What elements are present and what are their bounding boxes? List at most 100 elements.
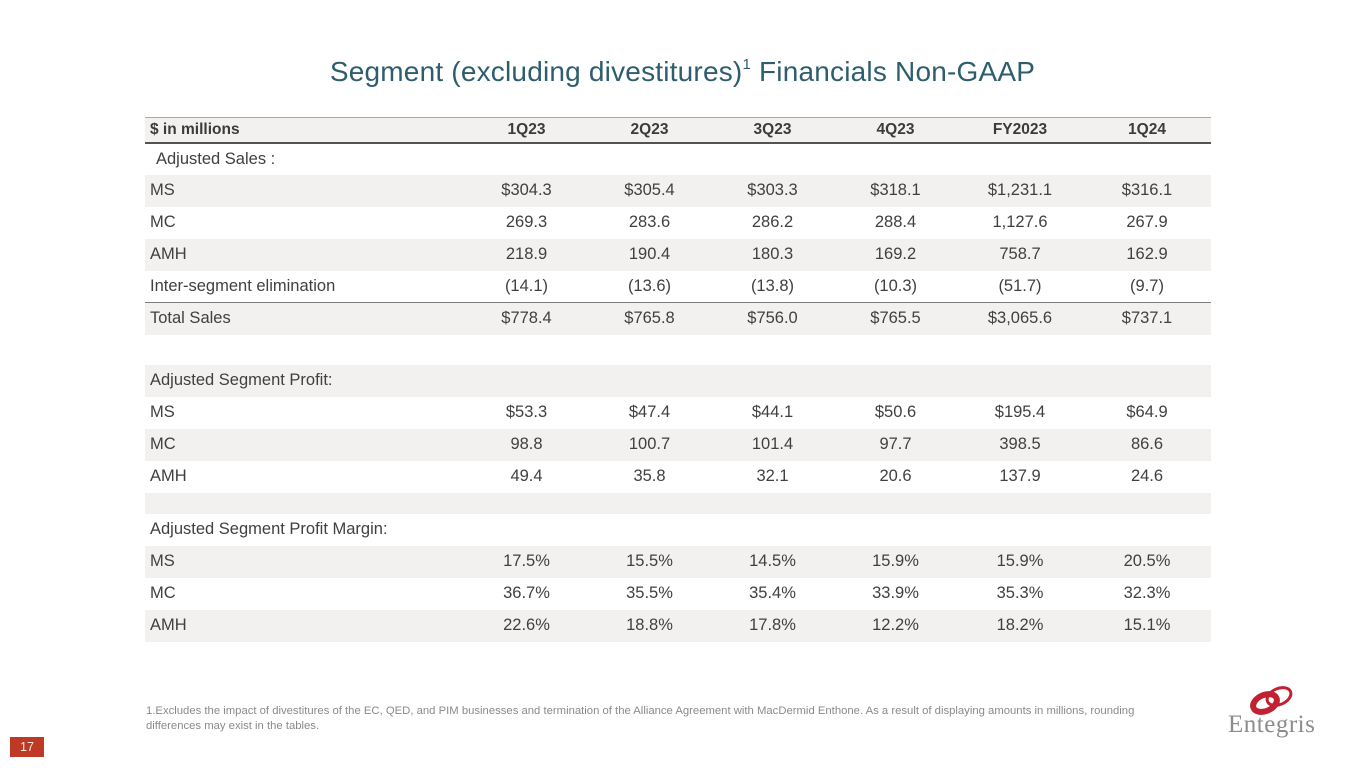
section-label: Adjusted Segment Profit Margin: — [150, 520, 388, 538]
cell-value: 35.4% — [749, 584, 796, 602]
cell-value: 283.6 — [628, 213, 671, 231]
footnote: 1.Excludes the impact of divestitures of… — [146, 705, 1135, 733]
row-label: MS — [150, 181, 175, 199]
cell-value: 15.9% — [872, 552, 919, 570]
cell-value: 35.8 — [633, 467, 666, 485]
cell-value: $303.3 — [747, 181, 798, 199]
unit-label: $ in millions — [150, 120, 240, 138]
cell-value: (10.3) — [873, 276, 918, 295]
cell-value: 97.7 — [879, 435, 912, 453]
title-tail: Financials Non-GAAP — [759, 56, 1036, 87]
cell-value: 36.7% — [503, 584, 550, 602]
page-title: Segment (excluding divestitures)1 Financi… — [0, 56, 1365, 88]
cell-value: 1,127.6 — [992, 213, 1048, 231]
column-header-1q24: 1Q24 — [1128, 120, 1166, 138]
cell-value: $318.1 — [870, 181, 921, 199]
title-main: Segment (excluding divestitures) — [329, 56, 743, 87]
row-label: MC — [150, 435, 176, 453]
table-header-row: $ in millions 1Q23 2Q23 3Q23 4Q23 FY2023… — [145, 117, 1211, 143]
row-label: MS — [150, 552, 175, 570]
cell-value: 20.5% — [1123, 552, 1171, 570]
cell-value: (51.7) — [998, 276, 1042, 295]
table-row-total-sales: Total Sales $778.4 $765.8 $756.0 $765.5 … — [145, 302, 1211, 335]
row-label: MC — [150, 584, 176, 602]
cell-value: 22.6% — [503, 616, 550, 634]
cell-value: 33.9% — [872, 584, 919, 602]
table-row-sales-amh: AMH 218.9 190.4 180.3 169.2 758.7 162.9 — [145, 238, 1211, 271]
cell-value: 12.2% — [872, 616, 919, 634]
cell-value: 15.5% — [626, 552, 673, 570]
cell-value: 18.2% — [996, 616, 1044, 634]
cell-value: $50.6 — [874, 403, 917, 421]
cell-value: $195.4 — [994, 403, 1046, 421]
spacer-row — [145, 492, 1211, 514]
cell-value: $305.4 — [624, 181, 675, 199]
table-row-profit-mc: MC 98.8 100.7 101.4 97.7 398.5 86.6 — [145, 428, 1211, 461]
cell-value: 14.5% — [749, 552, 796, 570]
row-label: AMH — [150, 245, 187, 263]
cell-value: $304.3 — [501, 181, 552, 199]
cell-value: 49.4 — [510, 467, 543, 485]
cell-value: 101.4 — [751, 435, 794, 453]
cell-value: $44.1 — [751, 403, 794, 421]
cell-value: 137.9 — [999, 467, 1041, 485]
cell-value: 15.1% — [1123, 616, 1171, 634]
table-row-margin-ms: MS 17.5% 15.5% 14.5% 15.9% 15.9% 20.5% — [145, 545, 1211, 578]
column-header-1q23: 1Q23 — [507, 120, 546, 138]
cell-value: 86.6 — [1130, 435, 1164, 453]
section-label: Adjusted Sales : — [156, 149, 276, 168]
cell-value: 35.3% — [996, 584, 1044, 602]
table-row-profit-ms: MS $53.3 $47.4 $44.1 $50.6 $195.4 $64.9 — [145, 397, 1211, 429]
cell-value: 180.3 — [751, 245, 794, 263]
column-header-fy2023: FY2023 — [992, 120, 1048, 138]
table-row-margin-amh: AMH 22.6% 18.8% 17.8% 12.2% 18.2% 15.1% — [145, 609, 1211, 642]
cell-value: 98.8 — [510, 435, 543, 453]
section-row-adjusted-segment-profit: Adjusted Segment Profit: — [145, 364, 1211, 397]
title-superscript: 1 — [742, 55, 751, 73]
segment-financials-table: $ in millions 1Q23 2Q23 3Q23 4Q23 FY2023… — [145, 117, 1211, 642]
cell-value: 24.6 — [1130, 467, 1164, 485]
logo-wordmark: Entegris — [1228, 711, 1316, 738]
cell-value: (9.7) — [1130, 276, 1164, 295]
cell-value: $778.4 — [501, 309, 552, 328]
column-header-2q23: 2Q23 — [630, 120, 669, 138]
cell-value: (13.8) — [750, 276, 795, 295]
table-row-sales-ms: MS $304.3 $305.4 $303.3 $318.1 $1,231.1 … — [145, 174, 1211, 207]
column-header-4q23: 4Q23 — [876, 120, 915, 138]
cell-value: $765.5 — [870, 309, 921, 328]
page-number-badge: 17 — [10, 737, 44, 757]
cell-value: 17.5% — [503, 552, 550, 570]
empty-cells — [465, 143, 1211, 175]
cell-value: 18.8% — [626, 616, 673, 634]
row-label: MC — [150, 213, 176, 231]
cell-value: (13.6) — [627, 276, 672, 295]
cell-value: 398.5 — [999, 435, 1041, 453]
row-label: AMH — [150, 616, 187, 634]
cell-value: 218.9 — [505, 245, 548, 263]
table-row-profit-amh: AMH 49.4 35.8 32.1 20.6 137.9 24.6 — [145, 461, 1211, 493]
cell-value: (14.1) — [504, 276, 549, 295]
cell-value: $1,231.1 — [987, 181, 1053, 199]
section-row-adjusted-sales: Adjusted Sales : — [145, 143, 1211, 175]
cell-value: $737.1 — [1121, 309, 1173, 328]
row-label: AMH — [150, 467, 187, 485]
cell-value: $47.4 — [628, 403, 671, 421]
row-label: Total Sales — [150, 309, 231, 328]
cell-value: 758.7 — [999, 245, 1041, 263]
cell-value: 15.9% — [996, 552, 1044, 570]
entegris-rings-icon — [1250, 686, 1293, 715]
empty-cells — [465, 514, 1211, 546]
cell-value: 269.3 — [505, 213, 548, 231]
row-label: MS — [150, 403, 175, 421]
cell-value: 20.6 — [879, 467, 912, 485]
cell-value: 32.1 — [756, 467, 789, 485]
table-row-margin-mc: MC 36.7% 35.5% 35.4% 33.9% 35.3% 32.3% — [145, 578, 1211, 610]
spacer-row — [145, 335, 1211, 365]
cell-value: $316.1 — [1121, 181, 1173, 199]
cell-value: $756.0 — [747, 309, 798, 328]
section-label: Adjusted Segment Profit: — [150, 371, 333, 389]
empty-cells — [465, 365, 1211, 397]
cell-value: 288.4 — [874, 213, 917, 231]
cell-value: $765.8 — [624, 309, 675, 328]
